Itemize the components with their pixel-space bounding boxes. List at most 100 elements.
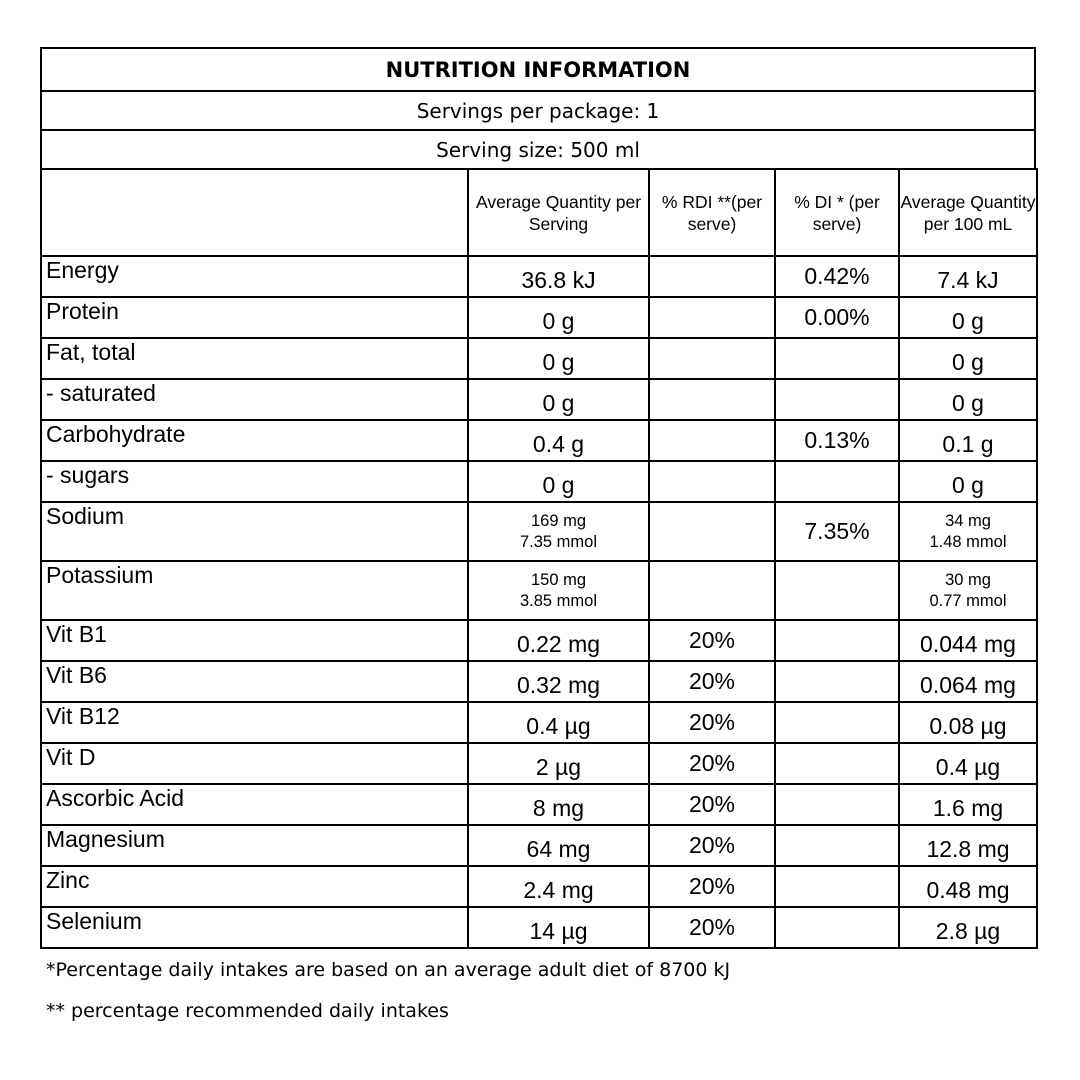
qty-per-serving: 0.4 g xyxy=(467,419,650,462)
qty-per-serving: 0.4 µg xyxy=(467,701,650,744)
qty-per-100ml: 0.48 mg xyxy=(898,865,1038,908)
rdi-value xyxy=(648,296,776,339)
nutrient-name: Magnesium xyxy=(40,824,469,867)
qty-per-serving: 64 mg xyxy=(467,824,650,867)
nutrient-name: Sodium xyxy=(40,501,469,562)
qty-mmol: 3.85 mmol xyxy=(519,591,598,610)
qty-per-100ml: 7.4 kJ xyxy=(898,255,1038,298)
nutrient-name: Vit B12 xyxy=(40,701,469,744)
qty-per-100ml: 0.044 mg xyxy=(898,619,1038,662)
qty-per-100ml: 0 g xyxy=(898,296,1038,339)
nutrient-name: - saturated xyxy=(40,378,469,421)
header-row: Average Quantity per Serving % RDI **(pe… xyxy=(40,168,1038,257)
rdi-value: 20% xyxy=(648,742,776,785)
nutrient-rows: Energy 36.8 kJ 0.42% 7.4 kJ Protein 0 g 0.00% 0… xyxy=(40,255,1038,949)
table-row: Vit B12 0.4 µg 20% 0.08 µg xyxy=(40,701,1038,744)
nutrient-name: Vit B1 xyxy=(40,619,469,662)
di-value: 7.35% xyxy=(774,501,900,562)
qty-per-serving: 36.8 kJ xyxy=(467,255,650,298)
nutrient-name: Potassium xyxy=(40,560,469,621)
rdi-value: 20% xyxy=(648,865,776,908)
di-value xyxy=(774,378,900,421)
di-value xyxy=(774,701,900,744)
nutrient-name: Protein xyxy=(40,296,469,339)
qty-per-serving: 8 mg xyxy=(467,783,650,826)
qty-per-serving: 0.22 mg xyxy=(467,619,650,662)
qty-per-100ml: 1.6 mg xyxy=(898,783,1038,826)
di-value xyxy=(774,660,900,703)
table-row: Zinc 2.4 mg 20% 0.48 mg xyxy=(40,865,1038,908)
rdi-value: 20% xyxy=(648,660,776,703)
di-value xyxy=(774,865,900,908)
table-row: Selenium 14 µg 20% 2.8 µg xyxy=(40,906,1038,949)
di-value xyxy=(774,337,900,380)
rdi-value xyxy=(648,419,776,462)
nutrient-name: Fat, total xyxy=(40,337,469,380)
nutrition-panel: NUTRITION INFORMATION Servings per packa… xyxy=(40,47,1038,949)
qty-per-100ml: 34 mg 1.48 mmol xyxy=(898,501,1038,562)
di-value xyxy=(774,619,900,662)
qty-mass: 34 mg xyxy=(945,511,991,530)
footnotes: *Percentage daily intakes are based on a… xyxy=(46,957,730,1039)
qty-per-serving: 0 g xyxy=(467,337,650,380)
qty-mmol: 0.77 mmol xyxy=(929,591,1007,610)
table-row: Vit B1 0.22 mg 20% 0.044 mg xyxy=(40,619,1038,662)
rdi-value xyxy=(648,337,776,380)
qty-per-100ml: 0.064 mg xyxy=(898,660,1038,703)
nutrient-name: Carbohydrate xyxy=(40,419,469,462)
rdi-value xyxy=(648,560,776,621)
nutrient-name: Zinc xyxy=(40,865,469,908)
rdi-value: 20% xyxy=(648,906,776,949)
rdi-value: 20% xyxy=(648,783,776,826)
table-row: Sodium 169 mg 7.35 mmol 7.35% 34 mg 1.48 mmol xyxy=(40,501,1038,562)
servings-per-package: Servings per package: 1 xyxy=(40,90,1036,129)
table-row: Carbohydrate 0.4 g 0.13% 0.1 g xyxy=(40,419,1038,462)
qty-per-100ml: 0.4 µg xyxy=(898,742,1038,785)
di-value xyxy=(774,906,900,949)
table-row: Potassium 150 mg 3.85 mmol 30 mg 0.77 mmol xyxy=(40,560,1038,621)
qty-per-serving: 0.32 mg xyxy=(467,660,650,703)
rdi-value xyxy=(648,501,776,562)
nutrition-table: Average Quantity per Serving % RDI **(pe… xyxy=(40,168,1038,949)
table-row: Energy 36.8 kJ 0.42% 7.4 kJ xyxy=(40,255,1038,298)
header-di: % DI * (per serve) xyxy=(774,168,900,257)
nutrient-name: Energy xyxy=(40,255,469,298)
di-value xyxy=(774,742,900,785)
qty-mass: 30 mg xyxy=(945,570,991,589)
rdi-value xyxy=(648,378,776,421)
qty-per-serving: 2.4 mg xyxy=(467,865,650,908)
di-value xyxy=(774,460,900,503)
qty-mass: 169 mg xyxy=(530,511,587,530)
nutrient-name: - sugars xyxy=(40,460,469,503)
footnote-di: *Percentage daily intakes are based on a… xyxy=(46,959,731,981)
qty-per-100ml: 0.08 µg xyxy=(898,701,1038,744)
rdi-value: 20% xyxy=(648,701,776,744)
qty-per-serving: 14 µg xyxy=(467,906,650,949)
qty-per-100ml: 30 mg 0.77 mmol xyxy=(898,560,1038,621)
qty-per-serving: 0 g xyxy=(467,378,650,421)
di-value: 0.13% xyxy=(774,419,900,462)
qty-mmol: 7.35 mmol xyxy=(519,532,598,551)
di-value: 0.00% xyxy=(774,296,900,339)
rdi-value: 20% xyxy=(648,619,776,662)
qty-per-serving: 150 mg 3.85 mmol xyxy=(467,560,650,621)
footnote-rdi: ** percentage recommended daily intakes xyxy=(46,1000,449,1022)
qty-mmol: 1.48 mmol xyxy=(929,532,1007,551)
nutrient-name: Vit B6 xyxy=(40,660,469,703)
serving-size: Serving size: 500 ml xyxy=(40,129,1036,168)
panel-title: NUTRITION INFORMATION xyxy=(40,47,1036,90)
table-row: Protein 0 g 0.00% 0 g xyxy=(40,296,1038,339)
header-avg-per-100ml: Average Quantity per 100 mL xyxy=(898,168,1038,257)
qty-per-100ml: 0 g xyxy=(898,378,1038,421)
table-row: Magnesium 64 mg 20% 12.8 mg xyxy=(40,824,1038,867)
header-rdi: % RDI **(per serve) xyxy=(648,168,776,257)
qty-per-serving: 0 g xyxy=(467,460,650,503)
di-value xyxy=(774,783,900,826)
di-value xyxy=(774,560,900,621)
nutrient-name: Ascorbic Acid xyxy=(40,783,469,826)
qty-per-100ml: 0 g xyxy=(898,460,1038,503)
table-row: Vit B6 0.32 mg 20% 0.064 mg xyxy=(40,660,1038,703)
